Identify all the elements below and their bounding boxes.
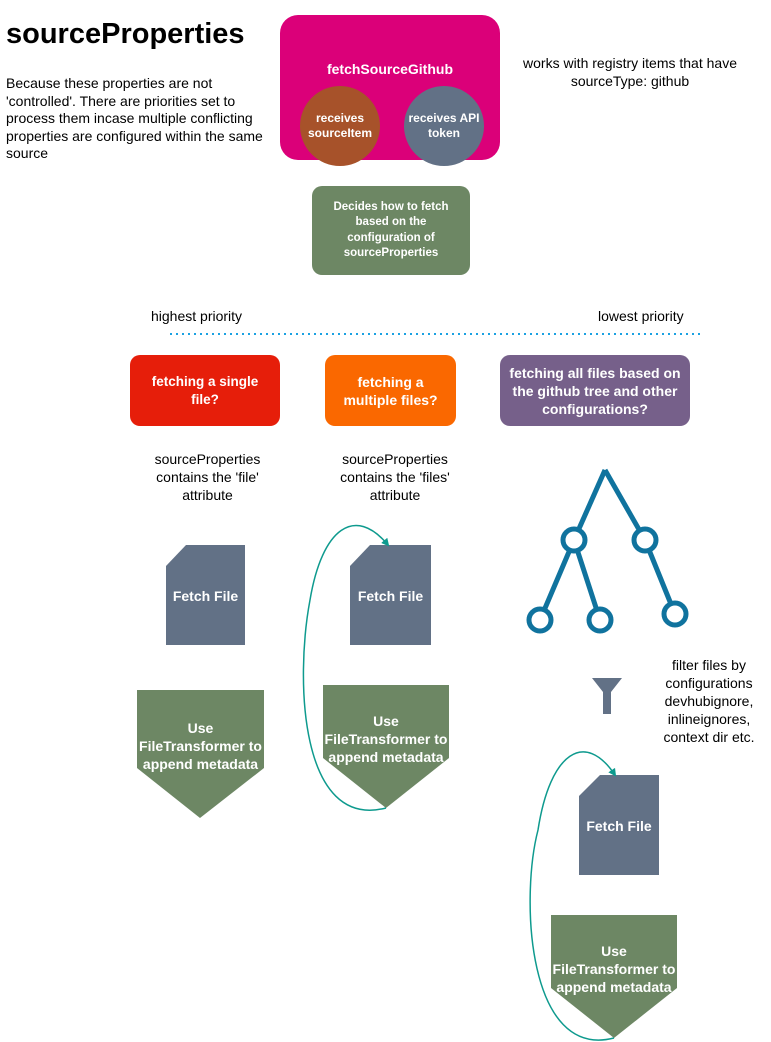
receives-api-token-circle: receives API token: [404, 86, 484, 166]
single-file-question: fetching a single file?: [130, 355, 280, 426]
fetch-file-doc-2: [350, 545, 431, 645]
transformer-shape-2: [323, 685, 449, 808]
fetch-file-label-1: Fetch File: [172, 588, 239, 604]
files-attribute-description: sourceProperties contains the 'files' at…: [340, 451, 450, 503]
fetch-file-label-2: Fetch File: [357, 588, 424, 604]
all-files-question: fetching all files based on the github t…: [500, 355, 690, 426]
fetch-file-doc-3: [579, 775, 659, 875]
page-title: sourceProperties: [6, 18, 245, 50]
sourcetype-note: works with registry items that have sour…: [523, 55, 737, 89]
lowest-priority-label: lowest priority: [598, 308, 684, 324]
github-tree-icon: [526, 468, 689, 634]
transformer-label-1: Use FileTransformer to append metadata: [139, 720, 262, 772]
fetch-file-doc-1: [166, 545, 245, 645]
fetch-source-github-title: fetchSourceGithub: [326, 61, 453, 77]
receives-source-item-circle: receives sourceItem: [300, 86, 380, 166]
transformer-shape-1: [137, 690, 264, 818]
transformer-label-2: Use FileTransformer to append metadata: [324, 713, 448, 765]
file-attribute-description: sourceProperties contains the 'file' att…: [154, 451, 261, 503]
filter-description: filter files by configurations devhubign…: [663, 657, 755, 745]
transformer-shape-3: [551, 915, 677, 1038]
loop-arrow-1: [302, 524, 390, 811]
transformer-label-3: Use FileTransformer to append metadata: [552, 943, 676, 995]
decides-box: Decides how to fetch based on the config…: [312, 186, 470, 275]
intro-text: Because these properties are not 'contro…: [6, 75, 263, 161]
fetch-file-label-3: Fetch File: [586, 818, 652, 834]
loop-arrow-2: [529, 751, 617, 1041]
filter-funnel-icon: [592, 678, 622, 714]
highest-priority-label: highest priority: [151, 308, 243, 324]
multiple-files-question: fetching a multiple files?: [325, 355, 456, 426]
